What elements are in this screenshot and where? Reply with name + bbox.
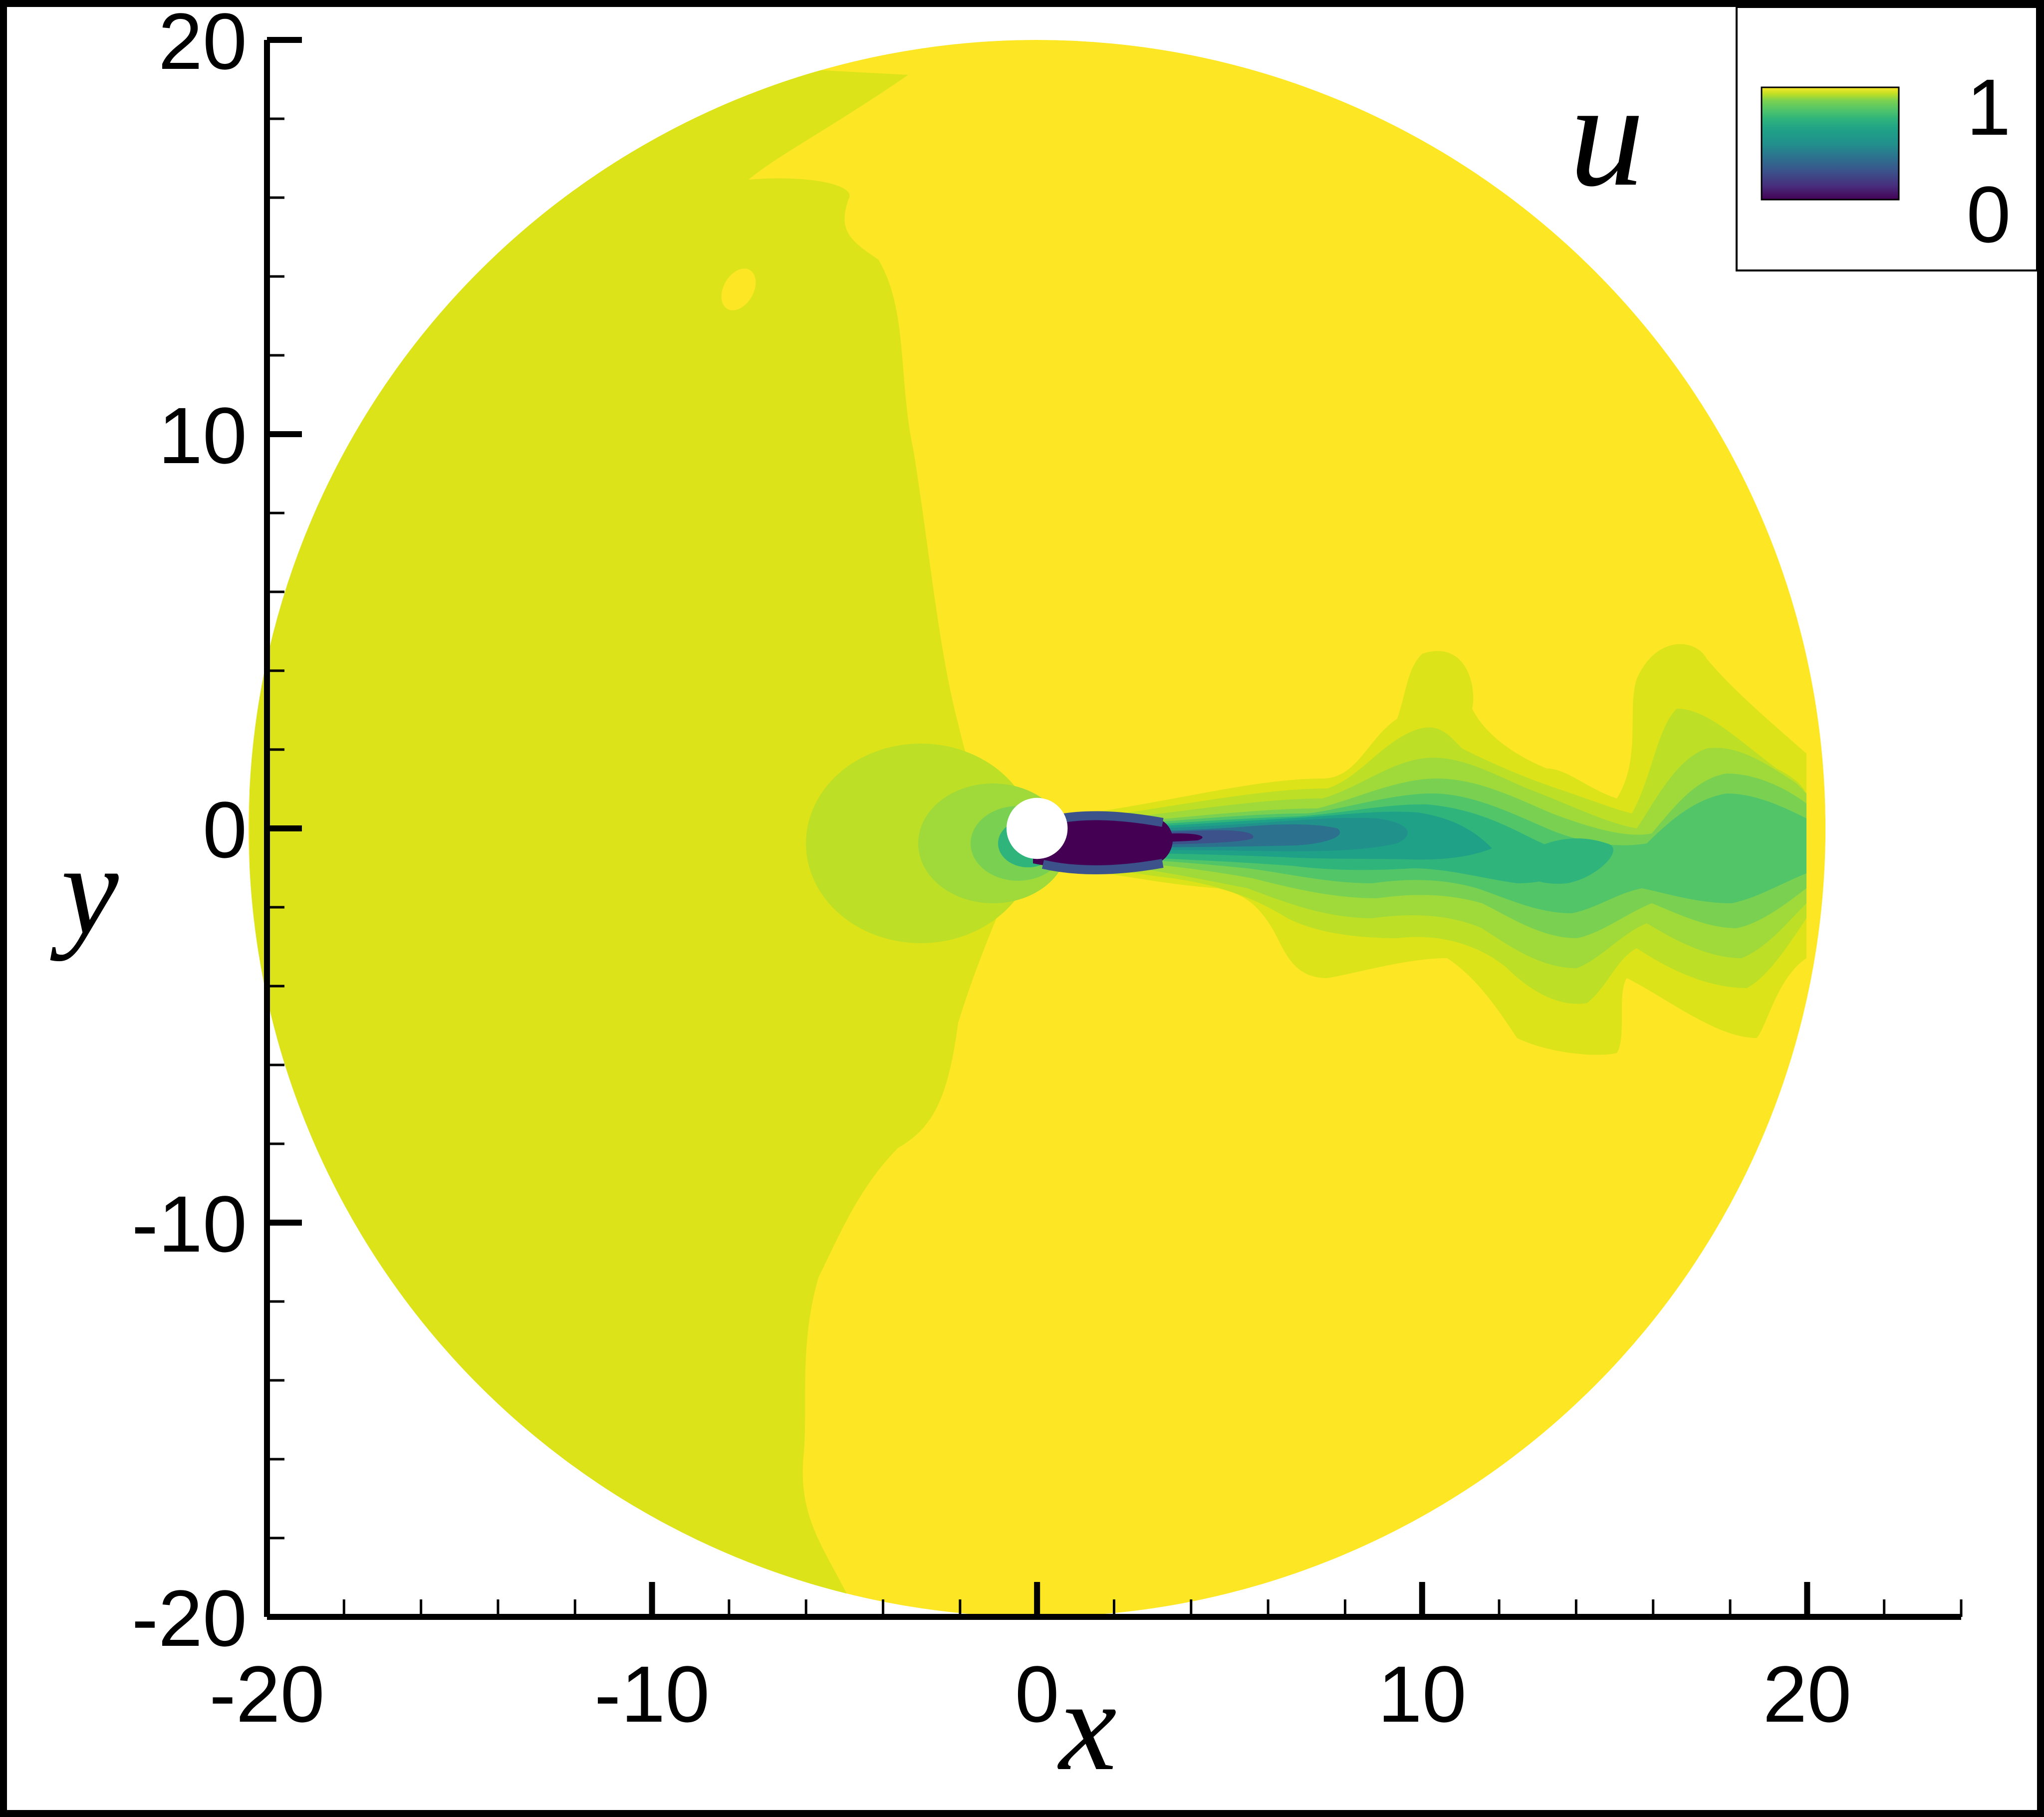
x-tick-label: -20 <box>209 1649 324 1739</box>
x-tick-labels: -20 -10 0 10 20 <box>209 1649 1851 1739</box>
yellow-island <box>721 268 756 310</box>
near-wake-dark <box>1033 812 1173 869</box>
colorbar-legend: u 1 0 <box>1569 6 2038 271</box>
y-tick-label: -10 <box>132 1179 247 1269</box>
y-tick-labels: -20 -10 0 10 20 <box>132 0 247 1663</box>
upstream-region <box>250 40 1030 1617</box>
wake-core-right <box>1517 838 1613 884</box>
x-tick-label: 10 <box>1378 1649 1467 1739</box>
x-tick-label: 0 <box>1015 1649 1059 1739</box>
y-tick-label: -20 <box>132 1573 247 1663</box>
legend-variable: u <box>1569 51 1644 217</box>
x-tick-label: -10 <box>594 1649 710 1739</box>
axes <box>264 37 1963 1620</box>
legend-max-label: 1 <box>1967 62 2011 152</box>
y-axis-label: y <box>49 818 120 962</box>
y-tick-label: 0 <box>203 785 247 874</box>
x-ticks <box>264 1582 1963 1617</box>
colorbar <box>1761 86 1900 201</box>
obstacle-cylinder <box>1006 797 1068 859</box>
y-tick-label: 10 <box>158 391 247 480</box>
x-tick-label: 20 <box>1763 1649 1851 1739</box>
x-axis-label: x <box>1057 1654 1116 1798</box>
legend-min-label: 0 <box>1967 170 2011 259</box>
y-tick-label: 20 <box>158 0 247 86</box>
y-ticks <box>267 37 302 1620</box>
